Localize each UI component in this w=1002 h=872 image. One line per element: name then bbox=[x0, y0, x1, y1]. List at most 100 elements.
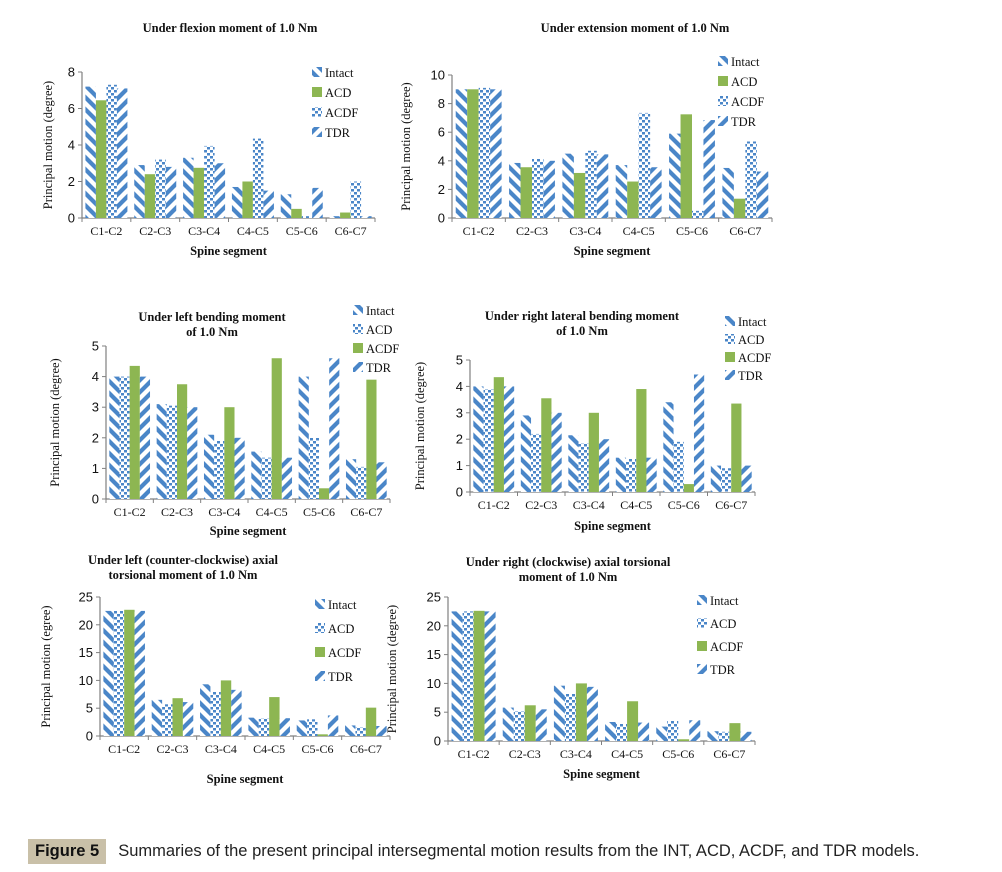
x-tick-label: C5-C6 bbox=[668, 498, 700, 512]
bar-intact-c1-c2 bbox=[109, 376, 120, 499]
bar-intact-c2-c3 bbox=[151, 699, 163, 736]
x-tick-label: C3-C4 bbox=[560, 747, 592, 761]
legend-swatch-acdf bbox=[353, 343, 363, 353]
bar-acdf-c1-c2 bbox=[106, 84, 117, 219]
bar-intact-c1-c2 bbox=[85, 86, 96, 218]
x-tick-label: C5-C6 bbox=[301, 742, 333, 756]
bar-tdr-c4-c5 bbox=[646, 457, 657, 492]
chart-right-bending: Under right lateral bending moment of 1.0… bbox=[410, 300, 790, 540]
figure-caption-text: Summaries of the present principal inter… bbox=[118, 841, 920, 860]
legend-swatch-tdr bbox=[718, 116, 728, 126]
legend-label-acdf: ACDF bbox=[738, 351, 771, 365]
bar-acdf-c6-c7 bbox=[731, 403, 742, 492]
bar-acd-c4-c5 bbox=[242, 181, 253, 218]
bar-tdr-c6-c7 bbox=[741, 465, 752, 492]
bar-acdf-c5-c6 bbox=[692, 210, 704, 218]
legend-swatch-intact bbox=[718, 56, 728, 66]
bar-acd-c5-c6 bbox=[667, 720, 679, 741]
legend-swatch-tdr bbox=[725, 370, 735, 380]
chart-title: Under right lateral bending moment bbox=[485, 309, 680, 323]
chart-title: torsional moment of 1.0 Nm bbox=[109, 568, 259, 582]
bar-acdf-c2-c3 bbox=[155, 159, 166, 218]
x-tick-label: C2-C3 bbox=[516, 224, 548, 238]
x-tick-label: C4-C5 bbox=[620, 498, 652, 512]
y-tick-label: 5 bbox=[456, 353, 463, 368]
bar-intact-c6-c7 bbox=[710, 465, 722, 492]
legend-swatch-tdr bbox=[312, 127, 322, 137]
legend-label-acd: ACD bbox=[366, 323, 392, 337]
bar-tdr-c6-c7 bbox=[376, 725, 387, 736]
bar-intact-c4-c5 bbox=[615, 165, 628, 218]
legend-swatch-acdf bbox=[697, 641, 707, 651]
bar-acd-c2-c3 bbox=[162, 704, 173, 736]
chart-left-bending: Under left bending moment of 1.0 Nm 0 1 2 3 4 5… bbox=[40, 300, 410, 540]
bar-tdr-c2-c3 bbox=[543, 160, 555, 218]
y-tick-label: 0 bbox=[68, 211, 75, 226]
legend-label-acd: ACD bbox=[328, 622, 354, 636]
bar-acd-c4-c5 bbox=[626, 459, 637, 492]
x-tick-label: C2-C3 bbox=[161, 505, 193, 519]
y-tick-label: 10 bbox=[79, 673, 93, 688]
x-tick-label: C1-C2 bbox=[90, 224, 122, 238]
x-tick-label: C6-C7 bbox=[350, 505, 382, 519]
bar-tdr-c4-c5 bbox=[638, 722, 650, 741]
x-tick-label: C1-C2 bbox=[478, 498, 510, 512]
bar-intact-c3-c4 bbox=[203, 434, 215, 499]
y-axis-label: Principal motion (degree) bbox=[41, 81, 55, 209]
chart-svg: Under extension moment of 1.0 Nm 0 2 4 6 8 10 C… bbox=[399, 21, 773, 258]
chart-left-axial: Under left (counter-clockwise) axial tors… bbox=[30, 545, 400, 800]
bar-intact-c3-c4 bbox=[200, 684, 211, 736]
bar-acdf-c3-c4 bbox=[585, 150, 597, 218]
x-tick-label: C3-C4 bbox=[569, 224, 601, 238]
x-tick-label: C6-C7 bbox=[335, 224, 367, 238]
legend-label-tdr: TDR bbox=[738, 369, 764, 383]
y-tick-label: 15 bbox=[427, 647, 441, 662]
bar-acdf-c5-c6 bbox=[317, 734, 328, 736]
bar-intact-c2-c3 bbox=[509, 162, 521, 218]
bar-acd-c1-c2 bbox=[483, 389, 494, 492]
legend-swatch-acd bbox=[312, 87, 322, 97]
bar-acdf-c5-c6 bbox=[301, 216, 313, 218]
bar-acd-c5-c6 bbox=[680, 114, 692, 218]
chart-flexion: Under flexion moment of 1.0 Nm 0 2 4 6 8 C1-C2… bbox=[0, 0, 390, 265]
bar-acdf-c2-c3 bbox=[177, 384, 188, 499]
bar-intact-c2-c3 bbox=[502, 707, 514, 741]
bar-intact-c3-c4 bbox=[568, 435, 579, 492]
bar-intact-c3-c4 bbox=[183, 157, 194, 218]
bar-tdr-c3-c4 bbox=[214, 163, 226, 218]
legend-swatch-acd bbox=[697, 618, 707, 628]
x-tick-label: C4-C5 bbox=[611, 747, 643, 761]
y-axis-label: Principal motion (degree) bbox=[385, 605, 399, 733]
chart-title: of 1.0 Nm bbox=[186, 325, 238, 339]
bar-acdf-c1-c2 bbox=[124, 609, 135, 736]
x-tick-label: C3-C4 bbox=[208, 505, 240, 519]
y-tick-label: 2 bbox=[438, 182, 445, 197]
bar-intact-c6-c7 bbox=[722, 167, 734, 218]
bar-acdf-c4-c5 bbox=[269, 697, 280, 736]
bar-acdf-c6-c7 bbox=[729, 723, 741, 741]
bar-acdf-c6-c7 bbox=[350, 181, 362, 218]
bar-tdr-c1-c2 bbox=[139, 376, 151, 499]
bar-intact-c2-c3 bbox=[156, 404, 167, 499]
legend-swatch-intact bbox=[315, 599, 325, 609]
bar-acd-c3-c4 bbox=[193, 167, 205, 218]
bar-tdr-c5-c6 bbox=[689, 720, 701, 741]
chart-title: Under left bending moment bbox=[138, 310, 286, 324]
bar-acd-c2-c3 bbox=[513, 711, 525, 741]
bar-acd-c6-c7 bbox=[721, 468, 732, 492]
bar-tdr-c2-c3 bbox=[182, 702, 194, 736]
bar-tdr-c6-c7 bbox=[376, 462, 387, 499]
bar-acdf-c1-c2 bbox=[493, 377, 504, 492]
bar-acd-c5-c6 bbox=[307, 719, 318, 736]
bar-intact-c1-c2 bbox=[451, 611, 463, 741]
bar-tdr-c4-c5 bbox=[263, 190, 274, 218]
legend-swatch-intact bbox=[312, 67, 322, 77]
chart-title: Under extension moment of 1.0 Nm bbox=[541, 21, 730, 35]
bar-tdr-c4-c5 bbox=[281, 457, 293, 499]
bar-acd-c3-c4 bbox=[578, 443, 589, 492]
y-tick-label: 2 bbox=[456, 432, 463, 447]
y-tick-label: 1 bbox=[92, 461, 99, 476]
bar-acd-c1-c2 bbox=[119, 376, 130, 499]
legend-swatch-acdf bbox=[718, 96, 728, 106]
